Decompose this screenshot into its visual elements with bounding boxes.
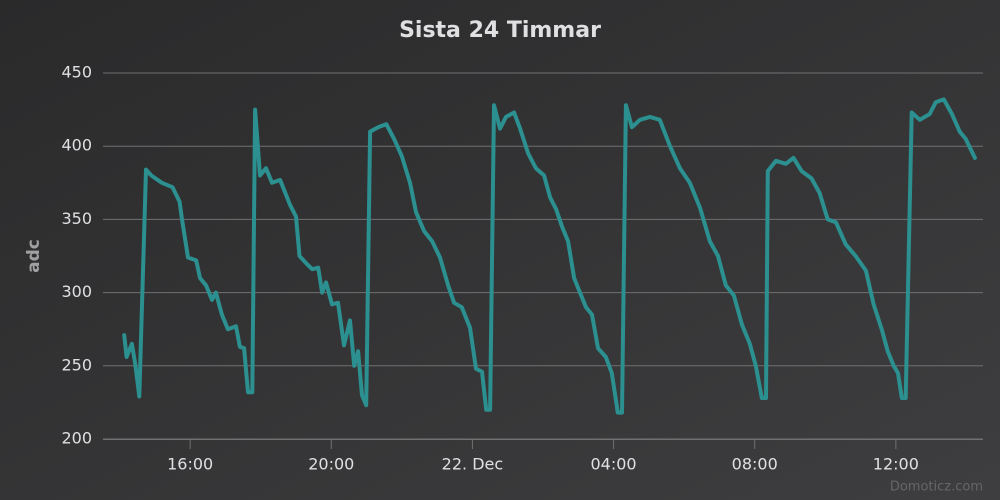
- chart-title: Sista 24 Timmar: [399, 18, 601, 43]
- x-tick-label: 08:00: [732, 455, 778, 474]
- y-axis-label: adc: [24, 239, 44, 273]
- x-tick-label: 20:00: [308, 455, 354, 474]
- data-line: [122, 97, 977, 415]
- y-tick-label: 250: [61, 355, 92, 374]
- x-tick-label: 04:00: [591, 455, 637, 474]
- credit: Domoticz.com: [890, 480, 983, 495]
- y-tick-label: 350: [61, 209, 92, 228]
- y-tick-label: 300: [61, 282, 92, 301]
- x-tick-label: 22. Dec: [442, 455, 504, 474]
- x-tick-label: 12:00: [873, 455, 919, 474]
- x-tick-label: 16:00: [167, 455, 213, 474]
- y-tick-label: 400: [61, 136, 92, 155]
- y-tick-label: 200: [61, 429, 92, 448]
- y-tick-label: 450: [61, 63, 92, 82]
